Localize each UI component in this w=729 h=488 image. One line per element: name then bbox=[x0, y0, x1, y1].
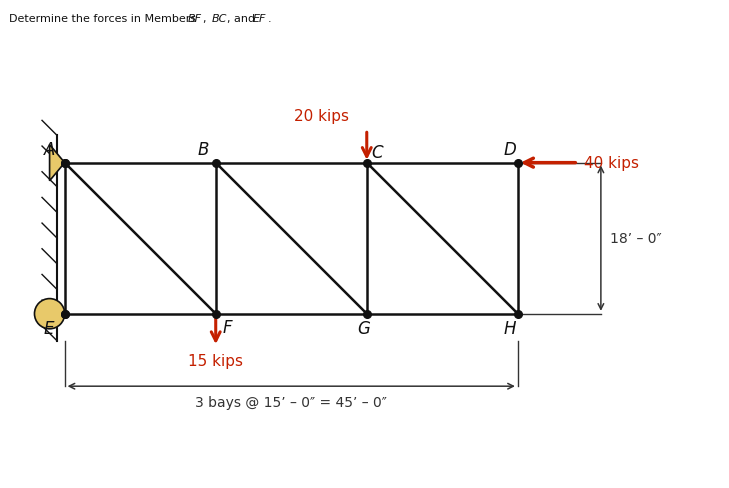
Text: ,: , bbox=[203, 14, 211, 23]
Text: $\mathit{F}$: $\mathit{F}$ bbox=[222, 319, 234, 336]
Text: $\mathit{C}$: $\mathit{C}$ bbox=[370, 144, 384, 161]
Text: , and: , and bbox=[227, 14, 259, 23]
Text: 18’ – 0″: 18’ – 0″ bbox=[610, 232, 661, 245]
Text: .: . bbox=[268, 14, 271, 23]
Text: BC: BC bbox=[212, 14, 227, 23]
Text: 40 kips: 40 kips bbox=[584, 156, 639, 171]
Polygon shape bbox=[50, 145, 65, 182]
Text: BF: BF bbox=[188, 14, 202, 23]
Text: $\mathit{A}$: $\mathit{A}$ bbox=[43, 141, 56, 158]
Text: $\mathit{G}$: $\mathit{G}$ bbox=[356, 321, 371, 338]
Text: 15 kips: 15 kips bbox=[188, 353, 243, 368]
Text: $\mathit{E}$: $\mathit{E}$ bbox=[43, 321, 56, 338]
Text: 20 kips: 20 kips bbox=[294, 109, 349, 124]
Text: 3 bays @ 15’ – 0″ = 45’ – 0″: 3 bays @ 15’ – 0″ = 45’ – 0″ bbox=[195, 395, 387, 409]
Text: $\mathit{D}$: $\mathit{D}$ bbox=[503, 141, 518, 158]
Circle shape bbox=[34, 299, 65, 329]
Text: $\mathit{B}$: $\mathit{B}$ bbox=[198, 141, 210, 158]
Text: Determine the forces in Members: Determine the forces in Members bbox=[9, 14, 199, 23]
Text: EF: EF bbox=[252, 14, 265, 23]
Text: $\mathit{H}$: $\mathit{H}$ bbox=[503, 321, 518, 338]
